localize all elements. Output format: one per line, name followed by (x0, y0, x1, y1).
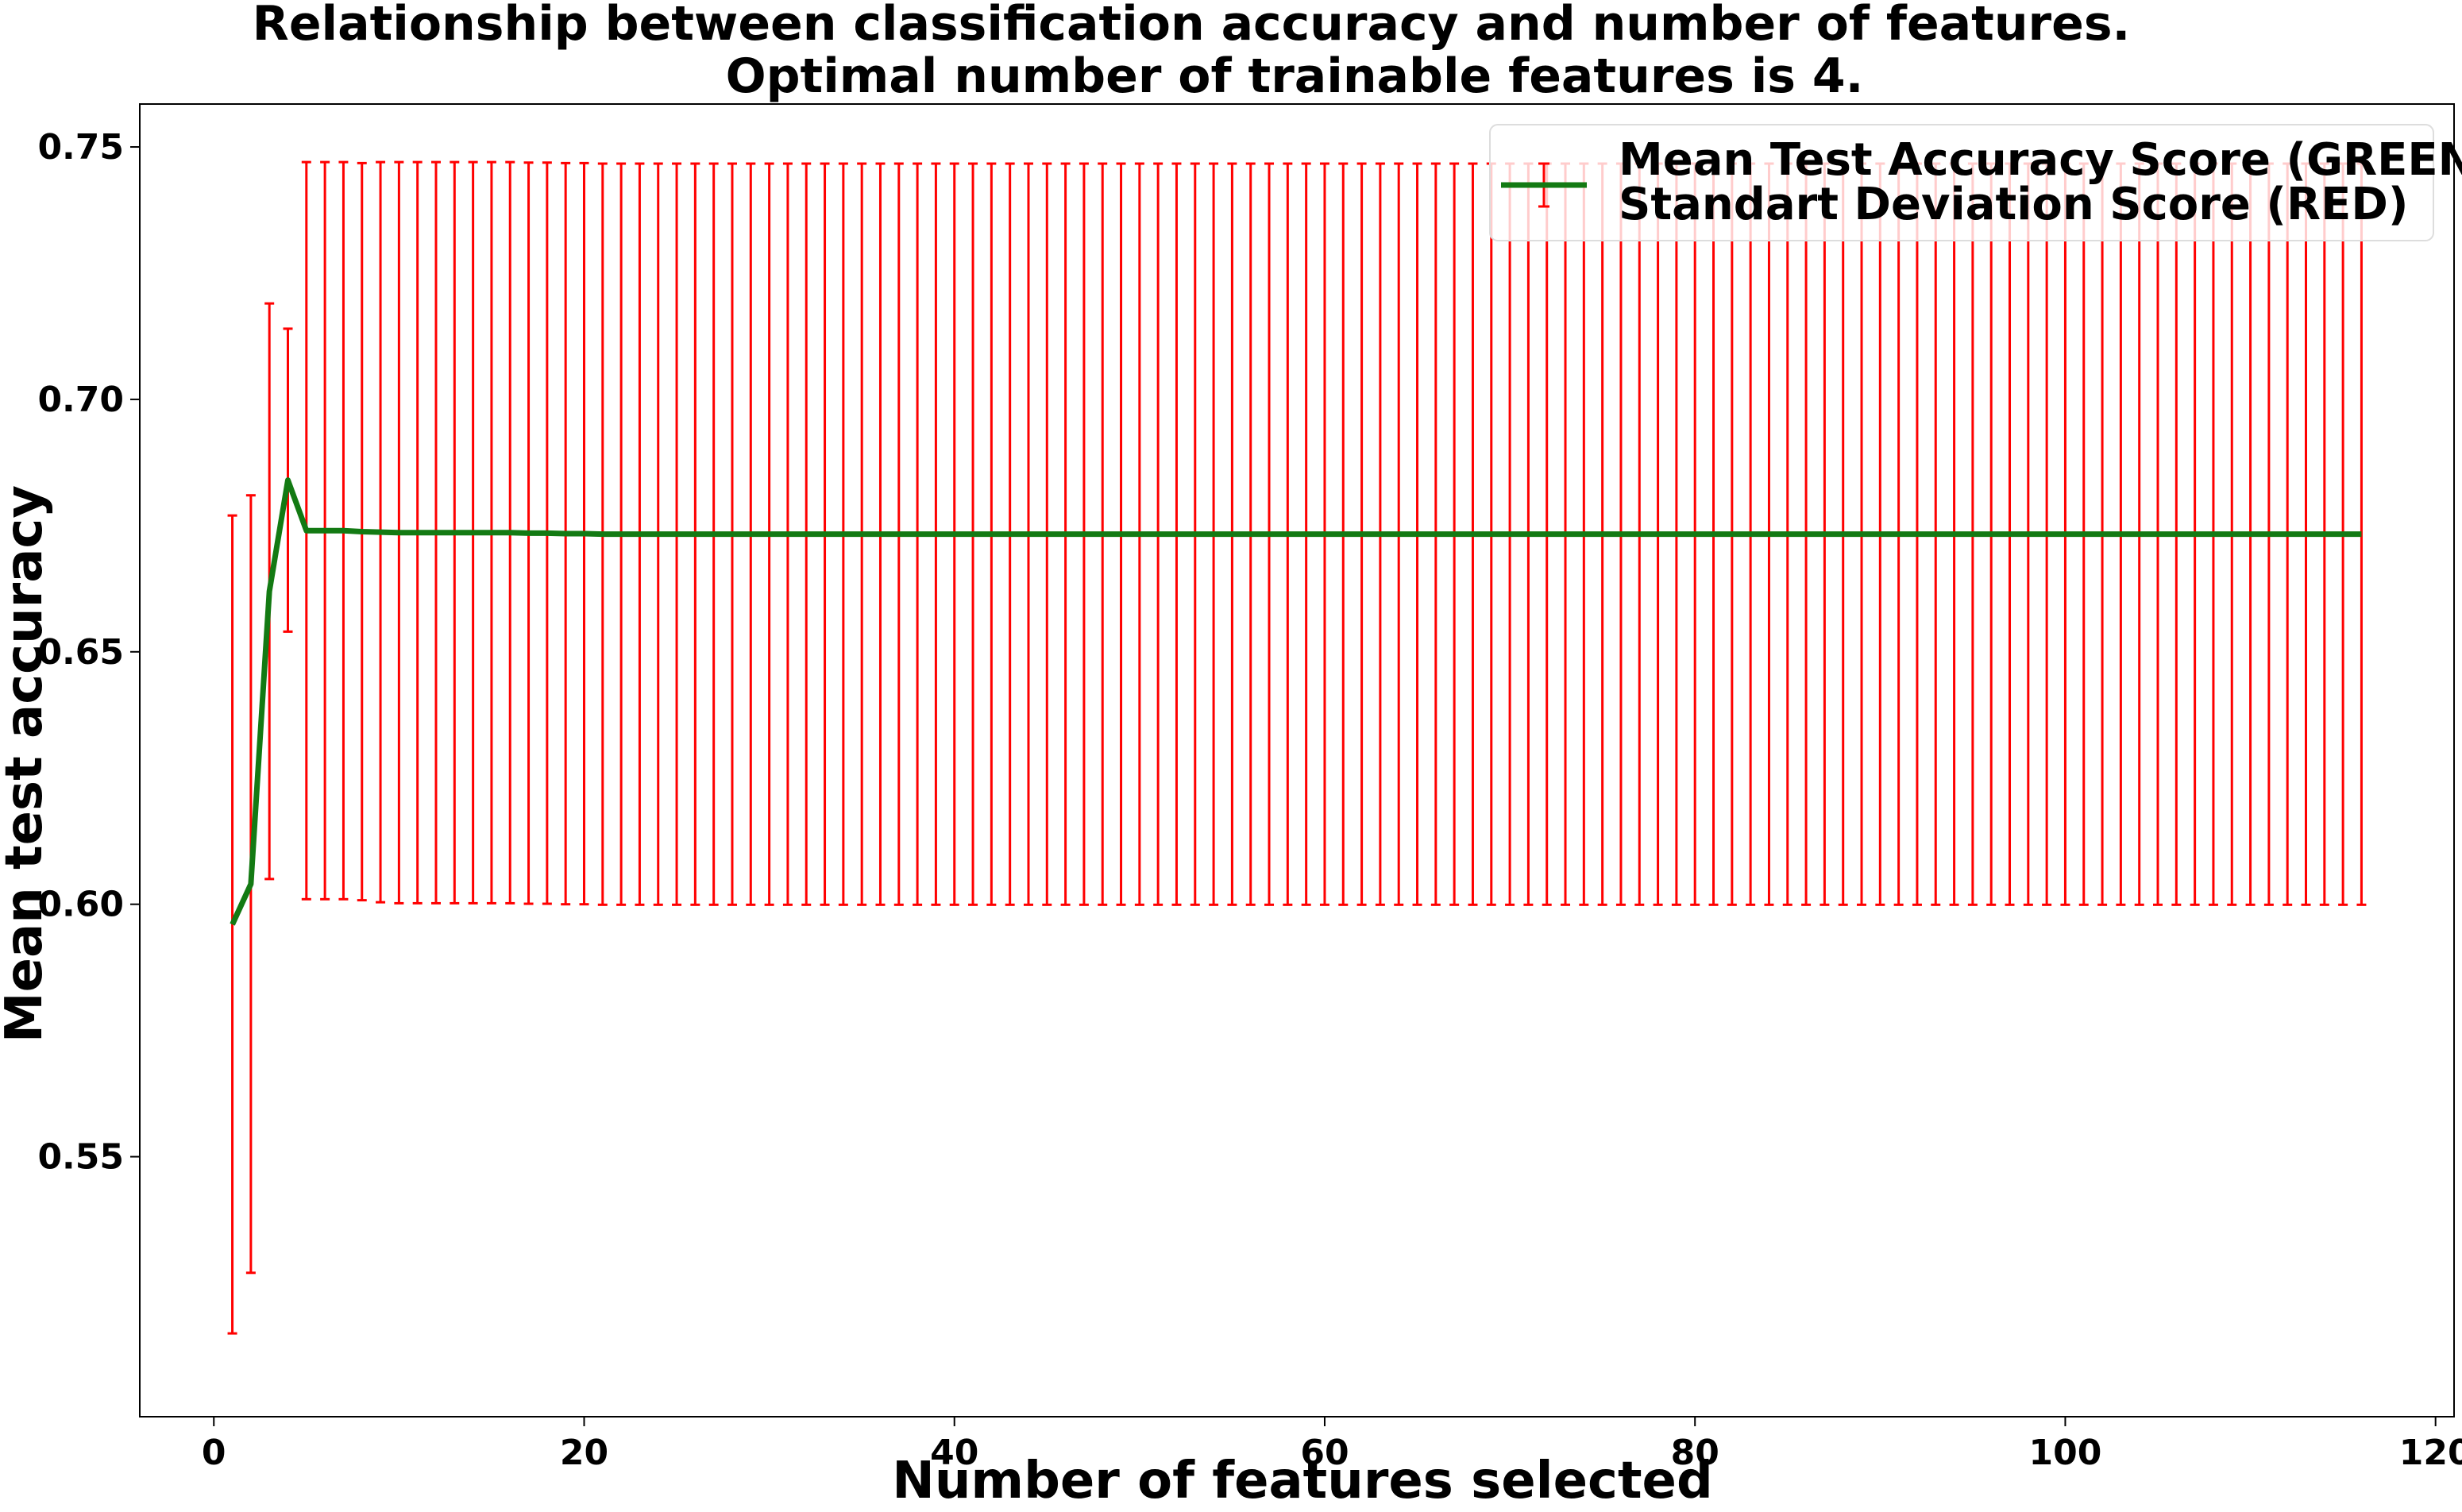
x-tick-label: 100 (2029, 1433, 2102, 1473)
chart-subtitle: Optimal number of trainable features is … (726, 48, 1864, 104)
chart-title: Relationship between classification accu… (253, 0, 2131, 52)
x-tick-label: 80 (1671, 1433, 1719, 1473)
legend: Mean Test Accuracy Score (GREEN) Standar… (1489, 124, 2462, 241)
line-layer (230, 477, 2362, 926)
y-tick-label: 0.75 (37, 127, 124, 168)
y-tick-label: 0.65 (37, 632, 124, 673)
x-axis-label: Number of features selected (892, 1452, 1713, 1509)
y-axis: 0.55 0.60 0.65 0.70 0.75 (37, 127, 140, 1178)
legend-label-mean: Mean Test Accuracy Score (GREEN) (1619, 134, 2462, 186)
x-tick-label: 20 (560, 1433, 608, 1473)
y-tick-label: 0.55 (37, 1137, 124, 1178)
x-tick-label: 40 (930, 1433, 978, 1473)
legend-box (1489, 124, 2434, 241)
x-tick-label: 60 (1300, 1433, 1349, 1473)
errorbars-layer (227, 160, 2367, 1335)
y-axis-label: Mean test accuracy (0, 485, 54, 1043)
series-line-mean-accuracy (230, 477, 2362, 926)
y-tick-label: 0.60 (37, 885, 124, 925)
x-axis: 0 20 40 60 80 100 120 (202, 1417, 2462, 1473)
y-tick-label: 0.70 (37, 380, 124, 420)
x-tick-label: 120 (2399, 1433, 2462, 1473)
plot-area-frame (139, 103, 2455, 1418)
legend-label-std: Standart Deviation Score (RED) (1619, 179, 2408, 230)
x-tick-label: 0 (202, 1433, 226, 1473)
